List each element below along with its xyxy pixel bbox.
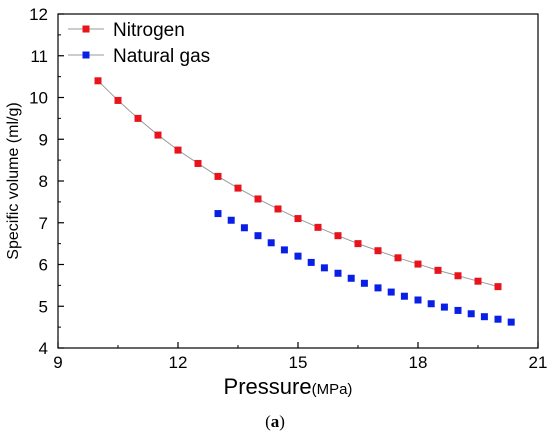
natural-gas-point <box>320 264 328 272</box>
legend-item-nitrogen: Nitrogen <box>68 20 185 41</box>
natural-gas-point <box>294 252 302 260</box>
nitrogen-point <box>194 159 202 167</box>
nitrogen-point <box>494 283 502 291</box>
y-tick-label: 4 <box>39 339 48 358</box>
natural-gas-point <box>467 310 475 318</box>
nitrogen-point <box>274 205 282 213</box>
legend-label-nitrogen: Nitrogen <box>113 20 185 41</box>
natural-gas-point <box>240 224 248 232</box>
y-tick-label: 10 <box>29 89 48 108</box>
axis-labels: 9 12 15 18 21 4 5 6 7 8 9 10 11 12 Pressure(MPa) Specif… <box>5 5 547 399</box>
natural-gas-point <box>427 300 435 308</box>
nitrogen-point <box>294 215 302 223</box>
nitrogen-point <box>434 266 442 274</box>
y-axis-title: Specific volume (ml/g) <box>5 102 22 259</box>
natural-gas-point <box>267 239 275 247</box>
y-tick-label: 7 <box>39 214 48 233</box>
x-tick-label: 18 <box>409 353 428 372</box>
natural-gas-point <box>414 296 422 304</box>
nitrogen-point <box>454 272 462 280</box>
y-tick-label: 5 <box>39 297 48 316</box>
legend-marker-nitrogen <box>82 25 90 33</box>
nitrogen-point <box>414 260 422 268</box>
natural-gas-point <box>454 306 462 314</box>
data-points <box>94 77 515 326</box>
natural-gas-point <box>360 279 368 287</box>
legend-marker-natural-gas <box>82 51 90 59</box>
legend-label-natural-gas: Natural gas <box>113 46 210 67</box>
nitrogen-point <box>214 172 222 180</box>
figure-caption: (a) <box>265 412 285 431</box>
natural-gas-point <box>507 318 515 326</box>
nitrogen-point <box>394 254 402 262</box>
natural-gas-point <box>494 315 502 323</box>
nitrogen-point <box>174 146 182 154</box>
nitrogen-point <box>334 232 342 240</box>
natural-gas-point <box>400 292 408 300</box>
natural-gas-point <box>307 258 315 266</box>
nitrogen-point <box>314 223 322 231</box>
natural-gas-point <box>480 313 488 321</box>
x-axis-title: Pressure(MPa) <box>224 374 353 399</box>
axes <box>57 13 539 349</box>
y-tick-label: 11 <box>30 47 48 66</box>
legend: Nitrogen Natural gas <box>68 20 210 67</box>
nitrogen-point <box>154 131 162 139</box>
nitrogen-point <box>374 247 382 255</box>
nitrogen-point <box>354 240 362 248</box>
x-tick-label: 21 <box>529 353 548 372</box>
y-tick-label: 8 <box>39 172 48 191</box>
natural-gas-point <box>334 269 342 277</box>
y-tick-label: 12 <box>29 5 48 24</box>
natural-gas-point <box>440 303 448 311</box>
x-tick-label: 9 <box>53 353 62 372</box>
nitrogen-point <box>134 114 142 122</box>
nitrogen-point <box>234 184 242 192</box>
legend-item-natural-gas: Natural gas <box>68 46 210 67</box>
x-tick-label: 12 <box>169 353 188 372</box>
natural-gas-point <box>387 288 395 296</box>
natural-gas-point <box>374 284 382 292</box>
nitrogen-point <box>474 277 482 285</box>
natural-gas-point <box>214 210 222 218</box>
natural-gas-point <box>227 216 235 224</box>
natural-gas-point <box>280 246 288 254</box>
natural-gas-point <box>347 274 355 282</box>
nitrogen-point <box>254 195 262 203</box>
nitrogen-point <box>94 77 102 85</box>
chart: 9 12 15 18 21 4 5 6 7 8 9 10 11 12 Pressure(MPa) Specif… <box>5 5 547 399</box>
natural-gas-point <box>254 232 262 240</box>
x-tick-label: 15 <box>289 353 308 372</box>
y-tick-label: 6 <box>39 256 48 275</box>
y-tick-label: 9 <box>39 130 48 149</box>
nitrogen-point <box>114 96 122 104</box>
